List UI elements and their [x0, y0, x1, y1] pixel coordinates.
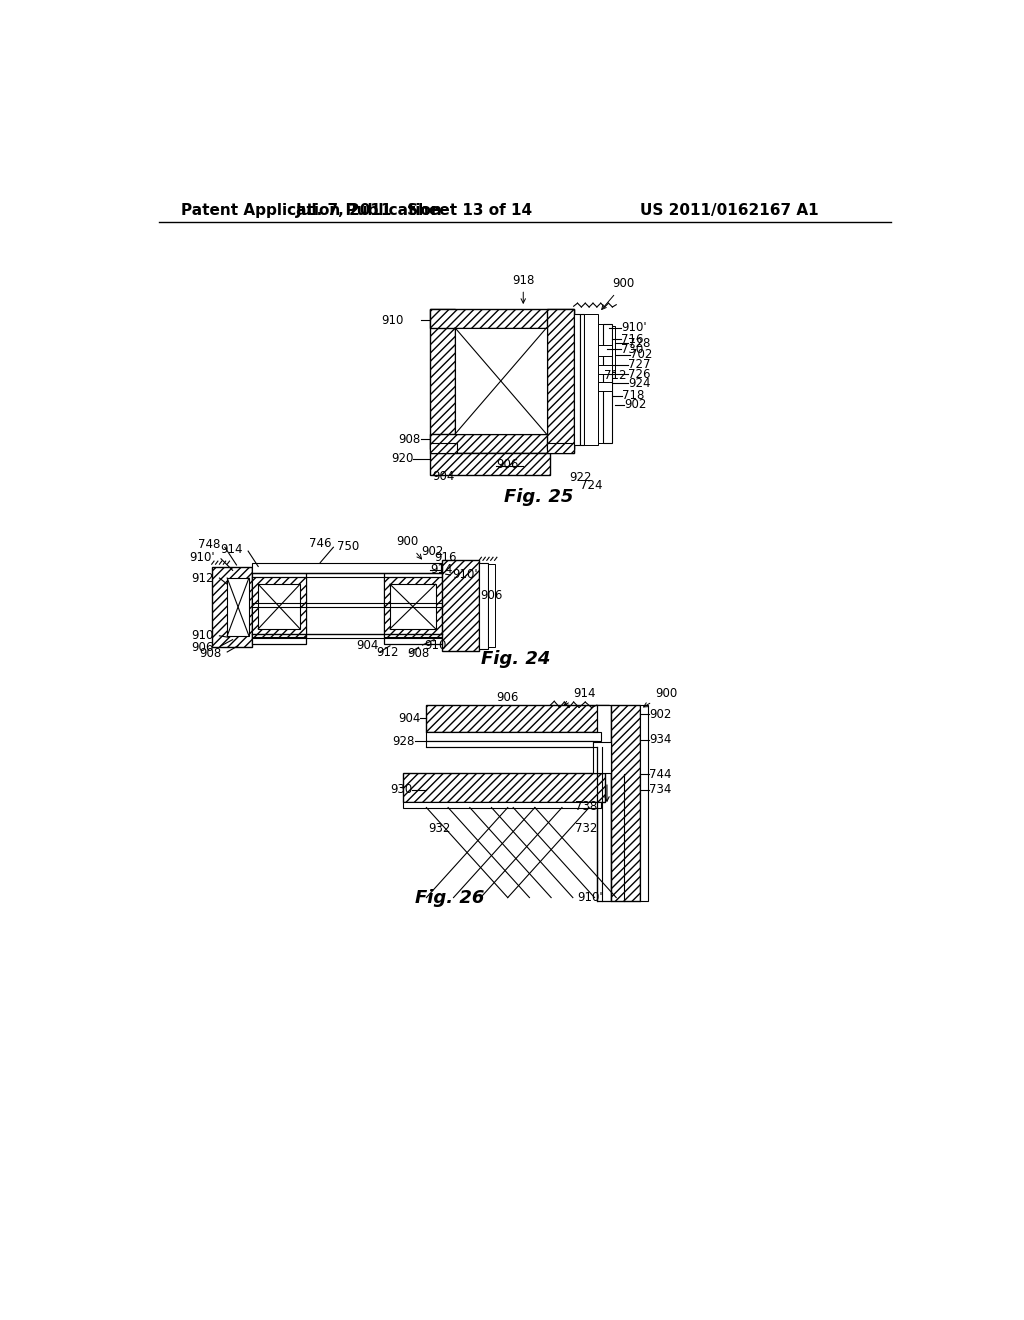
Text: 900: 900	[396, 536, 422, 558]
Text: Patent Application Publication: Patent Application Publication	[180, 203, 441, 218]
Bar	[598, 381, 612, 391]
Bar	[390, 585, 435, 628]
Text: 712: 712	[604, 370, 627, 381]
Text: 924: 924	[628, 376, 650, 389]
Bar	[611, 705, 640, 902]
Text: 902: 902	[649, 708, 671, 721]
Text: 914: 914	[220, 543, 243, 556]
Bar	[212, 566, 252, 647]
Bar	[252, 577, 306, 636]
Text: 910': 910'	[189, 550, 215, 564]
Text: 910': 910'	[621, 321, 646, 334]
Text: 910': 910'	[578, 891, 603, 904]
Bar	[488, 564, 495, 647]
Bar	[603, 323, 612, 444]
Text: 724: 724	[580, 479, 602, 492]
Bar	[258, 585, 300, 628]
Bar	[384, 566, 442, 644]
Bar	[593, 742, 611, 774]
Text: 906: 906	[497, 690, 519, 704]
Text: 718: 718	[623, 389, 645, 403]
Text: 906: 906	[190, 640, 213, 653]
Text: 727: 727	[628, 358, 650, 371]
Text: 910: 910	[190, 630, 213, 643]
Text: 928: 928	[392, 735, 415, 748]
Text: 738: 738	[575, 800, 597, 813]
Bar	[580, 314, 584, 445]
Text: US 2011/0162167 A1: US 2011/0162167 A1	[640, 203, 818, 218]
Bar	[430, 453, 550, 475]
Text: 744: 744	[649, 768, 672, 781]
Bar	[573, 314, 580, 445]
Bar	[430, 434, 573, 453]
Bar	[430, 309, 573, 327]
Text: 904: 904	[356, 639, 379, 652]
Text: 930: 930	[390, 783, 413, 796]
Bar	[252, 566, 306, 644]
Text: 922: 922	[569, 471, 592, 484]
Bar	[598, 323, 603, 444]
Bar	[547, 309, 573, 449]
Bar	[426, 705, 608, 733]
Text: 746: 746	[309, 537, 332, 550]
Bar	[547, 444, 573, 453]
Text: Fig. 24: Fig. 24	[480, 649, 550, 668]
Bar	[227, 578, 249, 636]
Text: Jul. 7, 2011   Sheet 13 of 14: Jul. 7, 2011 Sheet 13 of 14	[296, 203, 534, 218]
Text: 910': 910'	[452, 568, 477, 581]
Text: Fig. 26: Fig. 26	[415, 888, 484, 907]
Text: 902: 902	[624, 399, 646, 412]
Text: 750: 750	[337, 540, 359, 553]
Bar	[384, 577, 442, 636]
Bar	[479, 562, 488, 649]
Text: 910: 910	[424, 639, 446, 652]
Bar	[598, 364, 612, 374]
Text: 908: 908	[199, 647, 221, 660]
Text: 934: 934	[649, 733, 671, 746]
Text: 904: 904	[397, 711, 420, 725]
Text: 914: 914	[430, 564, 453, 576]
Text: 916: 916	[434, 550, 457, 564]
Bar	[612, 326, 615, 372]
Text: 702: 702	[630, 348, 652, 362]
Bar	[403, 774, 604, 803]
Text: 726: 726	[628, 367, 650, 380]
Bar	[598, 345, 612, 356]
Text: 920: 920	[391, 453, 414, 465]
Text: 734: 734	[649, 783, 671, 796]
Text: 900: 900	[644, 686, 677, 708]
Bar	[640, 705, 648, 902]
Text: 748: 748	[198, 539, 220, 552]
Bar	[403, 803, 601, 808]
Text: 908: 908	[407, 647, 429, 660]
Text: 730: 730	[621, 343, 643, 356]
Text: 728: 728	[628, 337, 650, 350]
Text: 716: 716	[621, 333, 643, 346]
Bar	[426, 733, 601, 742]
Text: 912: 912	[190, 572, 213, 585]
Text: 914: 914	[564, 686, 596, 705]
Text: 912: 912	[376, 647, 398, 659]
Text: 932: 932	[428, 822, 451, 834]
Text: 902: 902	[421, 545, 443, 557]
Text: 918: 918	[512, 273, 535, 304]
Bar	[430, 444, 458, 453]
Text: 906: 906	[480, 589, 503, 602]
Bar	[430, 309, 455, 449]
Bar	[584, 314, 598, 445]
Text: 910: 910	[382, 314, 403, 326]
Bar	[597, 705, 611, 902]
Text: 732: 732	[575, 822, 598, 834]
Bar	[455, 327, 547, 434]
Text: 906: 906	[497, 458, 519, 471]
Text: Fig. 25: Fig. 25	[504, 488, 573, 506]
Text: 908: 908	[398, 433, 421, 446]
Text: 904: 904	[432, 470, 455, 483]
Bar	[426, 742, 593, 747]
Bar	[442, 560, 479, 651]
Text: 900: 900	[602, 277, 635, 309]
Bar	[252, 564, 442, 573]
